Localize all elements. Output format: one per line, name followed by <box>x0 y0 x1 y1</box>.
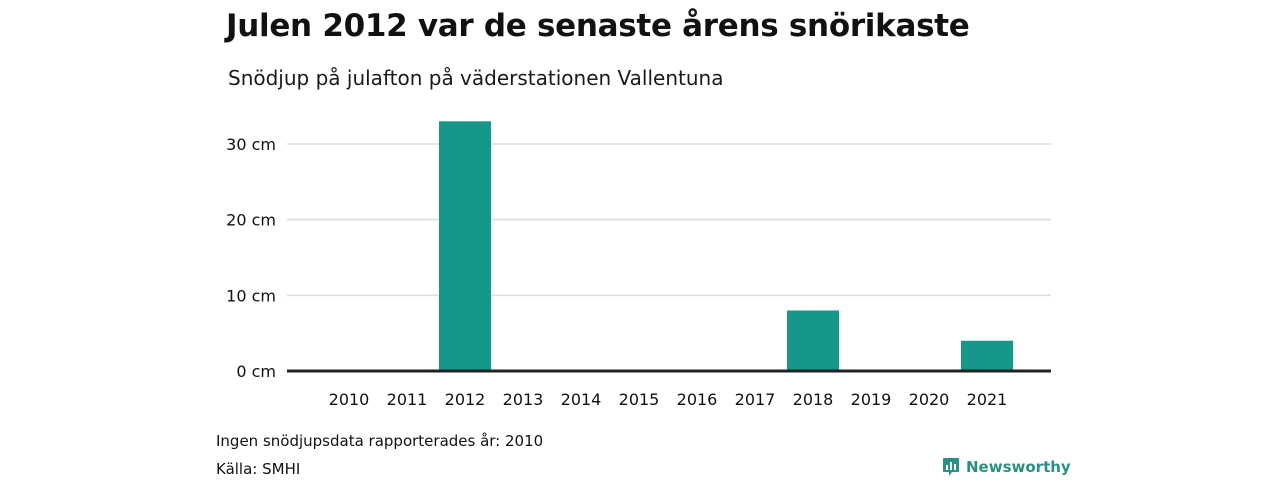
source-note: Källa: SMHI <box>216 460 301 478</box>
bar-2018 <box>787 310 839 371</box>
x-tick-label-2011: 2011 <box>387 390 428 409</box>
bar-2021 <box>961 340 1013 371</box>
x-tick-label-2017: 2017 <box>735 390 776 409</box>
missing-data-note: Ingen snödjupsdata rapporterades år: 201… <box>216 432 544 450</box>
x-tick-label-2021: 2021 <box>967 390 1008 409</box>
chart-subtitle: Snödjup på julafton på väderstationen Va… <box>228 66 724 90</box>
x-tick-label-2010: 2010 <box>329 390 370 409</box>
brand-label: Newsworthy <box>966 458 1071 476</box>
x-tick-label-2015: 2015 <box>619 390 660 409</box>
grid-lines <box>287 143 1051 297</box>
x-tick-label-2013: 2013 <box>503 390 544 409</box>
x-tick-labels: 2010 2011 2012 2013 2014 2015 2016 2017 2018 2019… <box>329 390 1008 409</box>
chart-title: Julen 2012 var de senaste årens snörikas… <box>226 8 970 44</box>
bars <box>439 121 1013 371</box>
y-tick-labels: 0 cm 10 cm 20 cm 30 cm <box>226 135 276 381</box>
newsworthy-logo-icon <box>943 458 959 476</box>
x-tick-label-2019: 2019 <box>851 390 892 409</box>
x-tick-label-2020: 2020 <box>909 390 950 409</box>
x-tick-label-2018: 2018 <box>793 390 834 409</box>
x-tick-label-2014: 2014 <box>561 390 602 409</box>
x-tick-label-2012: 2012 <box>445 390 486 409</box>
bar-chart: 0 cm 10 cm 20 cm 30 cm 2010 2011 2012 2013 2014… <box>226 121 1051 409</box>
newsworthy-brand[interactable]: Newsworthy <box>942 457 1071 477</box>
bar-2012 <box>439 121 491 371</box>
y-tick-label: 10 cm <box>226 286 276 305</box>
y-tick-label: 20 cm <box>226 211 276 230</box>
x-tick-label-2016: 2016 <box>677 390 718 409</box>
y-tick-label: 0 cm <box>236 362 276 381</box>
y-tick-label: 30 cm <box>226 135 276 154</box>
